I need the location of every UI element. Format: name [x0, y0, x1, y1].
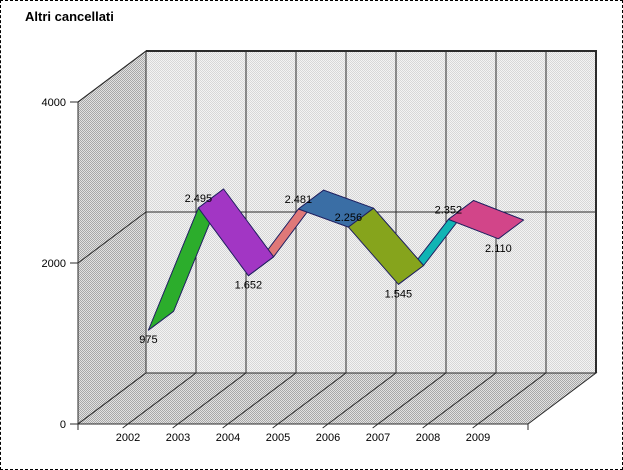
x-axis-label-2004: 2004 [216, 432, 240, 444]
ribbon-segment-2006-2007 [347, 207, 425, 285]
floor-category-line [172, 372, 247, 429]
x-axis-label-2002: 2002 [116, 432, 140, 444]
side-wall-gridline [77, 50, 147, 103]
value-label-2007: 1.545 [385, 288, 413, 300]
floor-category-line [322, 372, 397, 429]
ribbon-segment-2003-2004 [197, 188, 275, 277]
x-axis-label-2006: 2006 [316, 432, 340, 444]
side-wall-gridline [77, 211, 147, 264]
floor-category-line [222, 372, 297, 429]
value-label-2003: 2.495 [185, 193, 213, 205]
x-axis-label-2008: 2008 [416, 432, 440, 444]
floor-category-line [122, 372, 197, 429]
box-edge [146, 50, 597, 373]
chart-title: Altri cancellati [25, 9, 114, 24]
value-label-2004: 1.652 [235, 280, 263, 292]
floor-category-line [472, 372, 547, 429]
value-label-2005: 2.481 [285, 194, 313, 206]
x-axis-label-2007: 2007 [366, 432, 390, 444]
x-axis-label-2003: 2003 [166, 432, 190, 444]
ribbon-segment-2008-2009 [447, 200, 525, 240]
y-axis-label: 2000 [42, 258, 66, 270]
x-axis-label-2009: 2009 [466, 432, 490, 444]
value-label-2002: 975 [139, 334, 157, 346]
floor-category-line [372, 372, 447, 429]
floor-category-line [422, 372, 497, 429]
floor [76, 372, 598, 425]
value-label-2009: 2.110 [485, 243, 512, 255]
value-label-2008: 2.352 [435, 204, 463, 216]
x-axis-label-2005: 2005 [266, 432, 290, 444]
value-label-2006: 2.256 [335, 212, 363, 224]
floor-category-line [272, 372, 347, 429]
y-axis-label: 0 [60, 419, 66, 431]
y-axis-label: 4000 [42, 97, 66, 109]
